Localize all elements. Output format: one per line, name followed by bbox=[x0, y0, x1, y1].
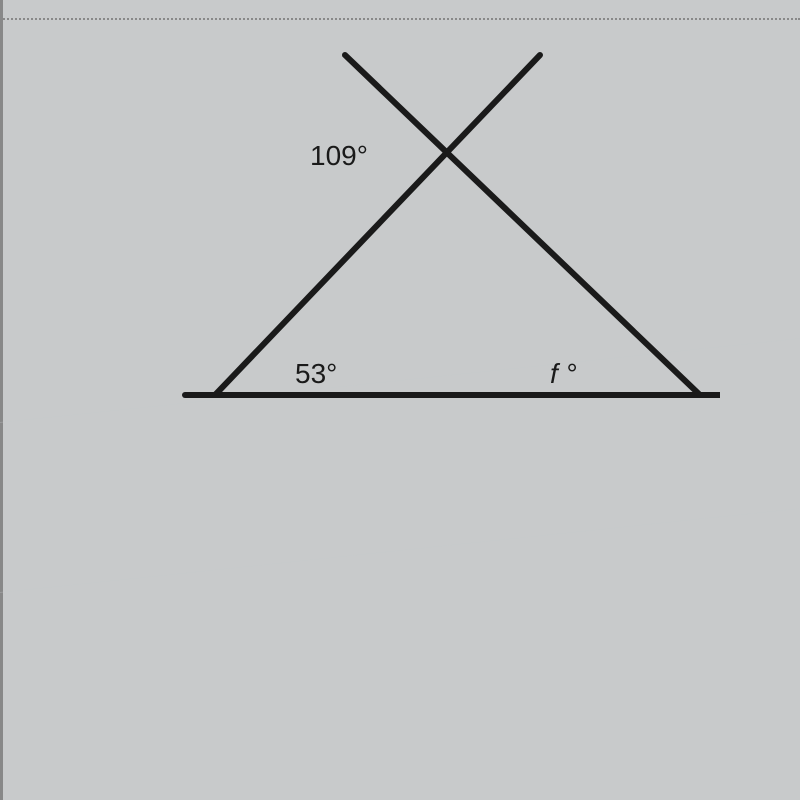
angle-label-exterior-top: 109° bbox=[310, 140, 368, 172]
angle-label-bottom-right: f ° bbox=[550, 358, 577, 390]
top-border-dots bbox=[0, 0, 800, 20]
triangle-right-line bbox=[345, 55, 700, 395]
screen-artifact-line bbox=[0, 503, 800, 598]
triangle-left-line bbox=[215, 55, 540, 395]
left-border bbox=[0, 0, 3, 800]
angle-label-bottom-left: 53° bbox=[295, 358, 337, 390]
triangle-diagram: 109° 53° f ° bbox=[80, 40, 720, 420]
triangle-svg bbox=[80, 40, 720, 420]
